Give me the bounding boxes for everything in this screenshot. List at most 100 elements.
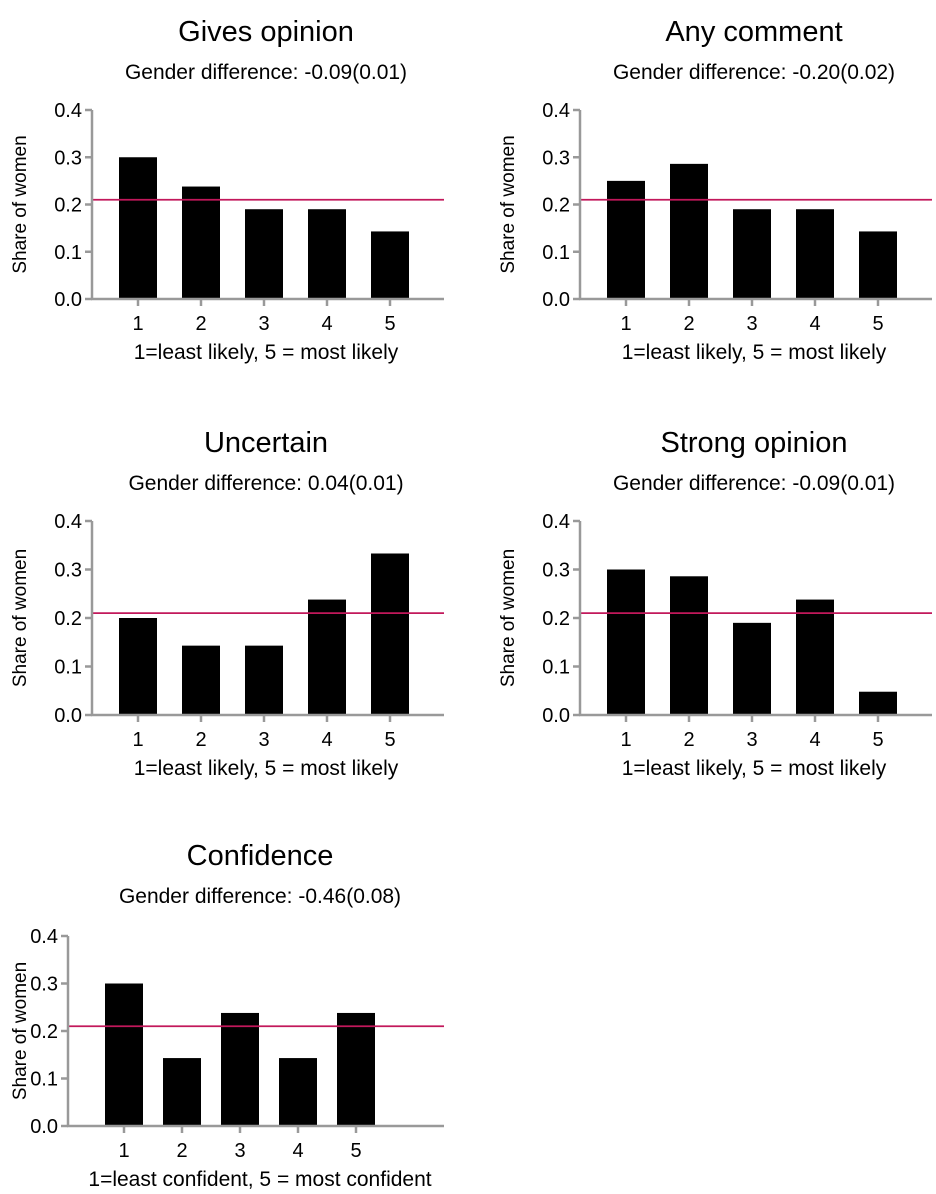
y-tick-label: 0.0 bbox=[542, 289, 570, 311]
y-tick-label: 0.1 bbox=[30, 1069, 58, 1091]
y-tick-label: 0.2 bbox=[30, 1021, 58, 1043]
y-axis-label: Share of women bbox=[498, 549, 519, 687]
panel-title: Any comment bbox=[665, 16, 842, 48]
x-axis-label: 1=least likely, 5 = most likely bbox=[622, 341, 887, 364]
bar-5 bbox=[371, 553, 409, 715]
panel-title: Gives opinion bbox=[178, 16, 354, 48]
x-tick-label: 1 bbox=[620, 729, 631, 751]
x-tick-label: 3 bbox=[746, 729, 757, 751]
x-tick-label: 3 bbox=[234, 1140, 245, 1162]
bar-3 bbox=[245, 646, 283, 715]
bar-1 bbox=[105, 984, 143, 1127]
x-tick-label: 4 bbox=[809, 313, 820, 335]
y-tick-label: 0.3 bbox=[542, 560, 570, 582]
panel-subtitle: Gender difference: -0.46(0.08) bbox=[119, 885, 401, 908]
y-tick-label: 0.2 bbox=[54, 608, 82, 630]
bar-3 bbox=[221, 1013, 259, 1126]
x-tick-label: 3 bbox=[258, 729, 269, 751]
panel-subtitle: Gender difference: -0.09(0.01) bbox=[125, 61, 407, 84]
y-axis-label: Share of women bbox=[10, 549, 31, 687]
bar-4 bbox=[308, 600, 346, 715]
y-axis-label: Share of women bbox=[10, 135, 31, 273]
y-tick-label: 0.1 bbox=[542, 657, 570, 679]
x-axis-label: 1=least confident, 5 = most confident bbox=[88, 1168, 431, 1191]
y-tick-label: 0.4 bbox=[542, 511, 570, 533]
x-tick-label: 2 bbox=[683, 729, 694, 751]
panel-title: Strong opinion bbox=[660, 427, 847, 459]
x-tick-label: 2 bbox=[683, 313, 694, 335]
y-tick-label: 0.4 bbox=[542, 100, 570, 122]
x-axis-label: 1=least likely, 5 = most likely bbox=[134, 757, 399, 780]
y-tick-label: 0.2 bbox=[54, 195, 82, 217]
bar-1 bbox=[607, 181, 645, 299]
x-tick-label: 4 bbox=[292, 1140, 303, 1162]
panel-subtitle: Gender difference: 0.04(0.01) bbox=[128, 472, 403, 495]
bar-3 bbox=[733, 209, 771, 299]
bar-5 bbox=[337, 1013, 375, 1126]
y-tick-label: 0.0 bbox=[30, 1116, 58, 1138]
panel-gives-opinion: Gives opinion Gender difference: -0.09(0… bbox=[10, 16, 444, 364]
y-tick-label: 0.1 bbox=[542, 242, 570, 264]
bar-4 bbox=[279, 1058, 317, 1126]
x-tick-label: 5 bbox=[872, 729, 883, 751]
x-tick-label: 2 bbox=[176, 1140, 187, 1162]
y-tick-label: 0.0 bbox=[54, 705, 82, 727]
x-tick-label: 1 bbox=[620, 313, 631, 335]
x-tick-label: 1 bbox=[118, 1140, 129, 1162]
panel-title: Uncertain bbox=[204, 427, 328, 459]
panel-subtitle: Gender difference: -0.09(0.01) bbox=[613, 472, 895, 495]
panel-title: Confidence bbox=[187, 840, 334, 872]
y-tick-label: 0.4 bbox=[54, 511, 82, 533]
x-tick-label: 5 bbox=[350, 1140, 361, 1162]
x-tick-label: 1 bbox=[132, 729, 143, 751]
x-tick-label: 4 bbox=[321, 729, 332, 751]
bar-1 bbox=[119, 157, 157, 299]
x-tick-label: 5 bbox=[872, 313, 883, 335]
y-tick-label: 0.0 bbox=[542, 705, 570, 727]
bar-2 bbox=[670, 164, 708, 299]
y-tick-label: 0.1 bbox=[54, 242, 82, 264]
x-tick-label: 4 bbox=[321, 313, 332, 335]
y-tick-label: 0.2 bbox=[542, 195, 570, 217]
bar-4 bbox=[308, 209, 346, 299]
panel-uncertain: Uncertain Gender difference: 0.04(0.01) … bbox=[10, 427, 444, 780]
panel-confidence: Confidence Gender difference: -0.46(0.08… bbox=[10, 840, 444, 1191]
x-axis-label: 1=least likely, 5 = most likely bbox=[622, 757, 887, 780]
bar-2 bbox=[163, 1058, 201, 1126]
bar-3 bbox=[245, 209, 283, 299]
bar-5 bbox=[859, 692, 897, 715]
bar-2 bbox=[182, 187, 220, 299]
y-tick-label: 0.1 bbox=[54, 657, 82, 679]
panel-subtitle: Gender difference: -0.20(0.02) bbox=[613, 61, 895, 84]
bar-3 bbox=[733, 623, 771, 715]
y-tick-label: 0.4 bbox=[30, 926, 58, 948]
bar-2 bbox=[670, 576, 708, 715]
x-tick-label: 1 bbox=[132, 313, 143, 335]
x-axis-label: 1=least likely, 5 = most likely bbox=[134, 341, 399, 364]
y-axis-label: Share of women bbox=[10, 962, 31, 1100]
bar-5 bbox=[859, 231, 897, 299]
y-tick-label: 0.0 bbox=[54, 289, 82, 311]
bar-2 bbox=[182, 646, 220, 715]
panel-strong-opinion: Strong opinion Gender difference: -0.09(… bbox=[498, 427, 932, 780]
x-tick-label: 3 bbox=[258, 313, 269, 335]
y-tick-label: 0.3 bbox=[30, 974, 58, 996]
x-tick-label: 5 bbox=[384, 313, 395, 335]
x-tick-label: 2 bbox=[195, 313, 206, 335]
y-axis-label: Share of women bbox=[498, 135, 519, 273]
bar-1 bbox=[607, 570, 645, 716]
bar-5 bbox=[371, 231, 409, 299]
x-tick-label: 2 bbox=[195, 729, 206, 751]
bar-1 bbox=[119, 618, 157, 715]
x-tick-label: 3 bbox=[746, 313, 757, 335]
bar-4 bbox=[796, 209, 834, 299]
x-tick-label: 5 bbox=[384, 729, 395, 751]
x-tick-label: 4 bbox=[809, 729, 820, 751]
panel-any-comment: Any comment Gender difference: -0.20(0.0… bbox=[498, 16, 932, 364]
bar-4 bbox=[796, 600, 834, 715]
y-tick-label: 0.4 bbox=[54, 100, 82, 122]
y-tick-label: 0.2 bbox=[542, 608, 570, 630]
y-tick-label: 0.3 bbox=[54, 560, 82, 582]
y-tick-label: 0.3 bbox=[542, 147, 570, 169]
